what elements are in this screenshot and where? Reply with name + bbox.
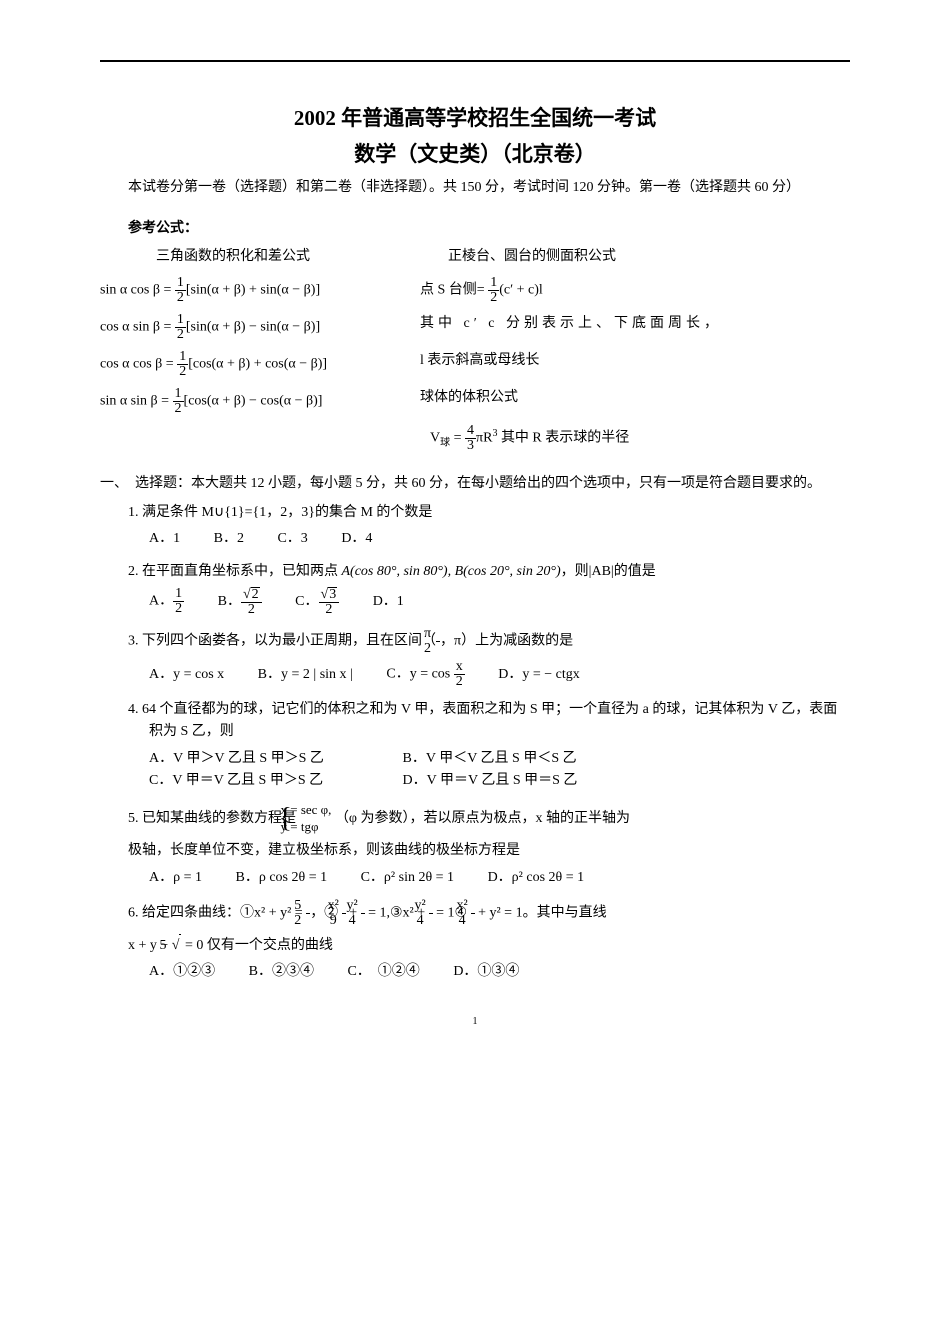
q1-opt-b: B．2	[214, 528, 244, 550]
question-5: 5. 已知某曲线的参数方程是 { x = sec φ, y = tgφ （φ 为…	[128, 802, 850, 889]
question-4: 4. 64 个直径都为的球，记它们的体积之和为 V 甲，表面积之和为 S 甲；一…	[128, 699, 850, 793]
question-6: 6. 给定四条曲线：①x² + y² = 52，② x²9 + y²4 = 1,…	[128, 899, 850, 984]
formula-3-right: l 表示斜高或母线长	[420, 350, 850, 372]
formula-row-2: cos α sin β = 12[sin(α + β) − sin(α − β)…	[100, 313, 850, 342]
question-5-options: A．ρ = 1 B．ρ cos 2θ = 1 C．ρ² sin 2θ = 1 D…	[149, 867, 850, 889]
q5-opt-b: B．ρ cos 2θ = 1	[236, 867, 328, 889]
q1-opt-c: C．3	[277, 528, 307, 550]
header-divider	[100, 60, 850, 62]
q4-opt-d: D．V 甲＝V 乙且 S 甲＝S 乙	[403, 770, 578, 792]
formula-row-3: cos α cos β = 12[cos(α + β) + cos(α − β)…	[100, 350, 850, 379]
q3-opt-a: A．y = cos x	[149, 664, 224, 686]
section-one-header: 一、 选择题：本大题共 12 小题，每小题 5 分，共 60 分，在每小题给出的…	[149, 473, 850, 495]
q2-opt-d: D．1	[373, 591, 404, 613]
formula-2-left: cos α sin β = 12[sin(α + β) − sin(α − β)…	[100, 313, 420, 342]
formula-3-left: cos α cos β = 12[cos(α + β) + cos(α − β)…	[100, 350, 420, 379]
q5-opt-c: C．ρ² sin 2θ = 1	[361, 867, 454, 889]
left-header: 三角函数的积化和差公式	[128, 246, 448, 268]
formula-4-right: 球体的体积公式	[420, 387, 850, 409]
question-2-text: 2. 在平面直角坐标系中，已知两点 A(cos 80°, sin 80°), B…	[128, 561, 850, 583]
q1-opt-a: A．1	[149, 528, 180, 550]
formula-header: 参考公式：	[100, 218, 850, 240]
question-2: 2. 在平面直角坐标系中，已知两点 A(cos 80°, sin 80°), B…	[128, 561, 850, 617]
q3-opt-d: D．y = − ctgx	[498, 664, 580, 686]
intro-text: 本试卷分第一卷（选择题）和第二卷（非选择题）。共 150 分，考试时间 120 …	[100, 177, 850, 199]
question-4-options: A．V 甲＞V 乙且 S 甲＞S 乙 B．V 甲＜V 乙且 S 甲＜S 乙 C．…	[149, 748, 850, 793]
question-1-text: 1. 满足条件 M∪{1}={1，2，3}的集合 M 的个数是	[128, 502, 850, 524]
q4-opt-c: C．V 甲＝V 乙且 S 甲＞S 乙	[149, 770, 369, 792]
formula-1-left: sin α cos β = 12[sin(α + β) + sin(α − β)…	[100, 276, 420, 305]
question-3-options: A．y = cos x B．y = 2 | sin x | C．y = cos …	[149, 660, 850, 689]
subtitle: 数学（文史类）（北京卷）	[100, 138, 850, 172]
q3-opt-b: B．y = 2 | sin x |	[258, 664, 353, 686]
right-header: 正棱台、圆台的侧面积公式	[448, 246, 850, 268]
question-6-options: A．①②③ B．②③④ C． ①②④ D．①③④	[149, 961, 850, 983]
q2-opt-b: B．√22	[218, 587, 262, 617]
page-number: 1	[100, 1014, 850, 1030]
formula-2-right: 其中 c′ c 分别表示上、下底面周长，	[420, 313, 850, 335]
q5-opt-a: A．ρ = 1	[149, 867, 202, 889]
question-1: 1. 满足条件 M∪{1}={1，2，3}的集合 M 的个数是 A．1 B．2 …	[128, 502, 850, 551]
question-2-options: A．12 B．√22 C．√32 D．1	[149, 587, 850, 617]
question-3: 3. 下列四个函娄各，以为最小正周期，且在区间（π2，π）上为减函数的是 A．y…	[128, 627, 850, 689]
q2-opt-a: A．12	[149, 587, 184, 616]
sphere-formula: V球 = 43πR3 其中 R 表示球的半径	[430, 424, 850, 453]
formula-row-1: sin α cos β = 12[sin(α + β) + sin(α − β)…	[100, 276, 850, 305]
q4-opt-b: B．V 甲＜V 乙且 S 甲＜S 乙	[403, 748, 577, 770]
q1-opt-d: D．4	[341, 528, 372, 550]
formula-column-headers: 三角函数的积化和差公式 正棱台、圆台的侧面积公式	[100, 246, 850, 268]
formula-1-right: 点 S 台侧= 12(c′ + c)l	[420, 276, 850, 305]
q6-opt-a: A．①②③	[149, 961, 215, 983]
q4-opt-a: A．V 甲＞V 乙且 S 甲＞S 乙	[149, 748, 369, 770]
q2-opt-c: C．√32	[295, 587, 339, 617]
formula-row-4: sin α sin β = 12[cos(α + β) − cos(α − β)…	[100, 387, 850, 416]
q6-opt-b: B．②③④	[249, 961, 314, 983]
question-5-text: 5. 已知某曲线的参数方程是 { x = sec φ, y = tgφ （φ 为…	[128, 802, 850, 862]
q3-opt-c: C．y = cos x2	[386, 660, 464, 689]
q5-opt-d: D．ρ² cos 2θ = 1	[488, 867, 585, 889]
question-4-text: 4. 64 个直径都为的球，记它们的体积之和为 V 甲，表面积之和为 S 甲；一…	[128, 699, 850, 744]
main-title: 2002 年普通高等学校招生全国统一考试	[100, 102, 850, 136]
question-6-text: 6. 给定四条曲线：①x² + y² = 52，② x²9 + y²4 = 1,…	[128, 899, 850, 957]
formula-4-left: sin α sin β = 12[cos(α + β) − cos(α − β)…	[100, 387, 420, 416]
question-1-options: A．1 B．2 C．3 D．4	[149, 528, 850, 550]
question-3-text: 3. 下列四个函娄各，以为最小正周期，且在区间（π2，π）上为减函数的是	[128, 627, 850, 656]
q6-opt-d: D．①③④	[453, 961, 519, 983]
q6-opt-c: C． ①②④	[347, 961, 419, 983]
